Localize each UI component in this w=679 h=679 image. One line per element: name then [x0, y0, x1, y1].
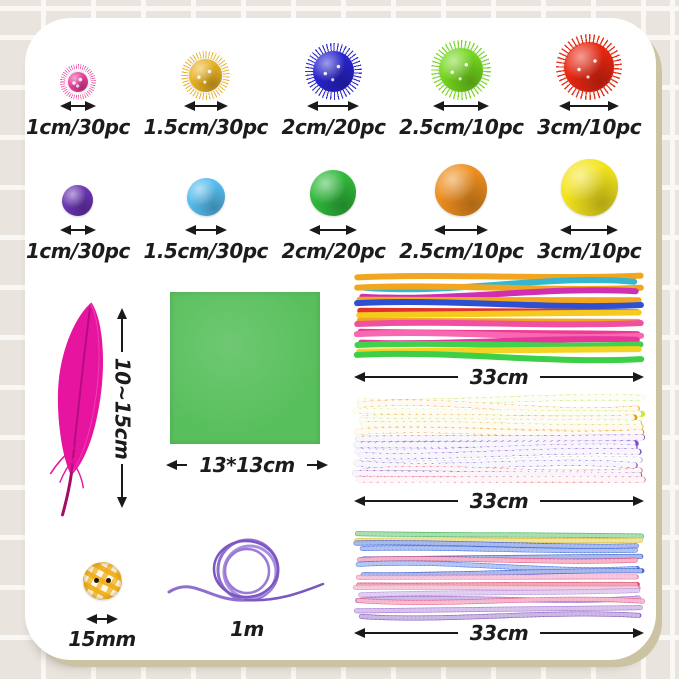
bundle-measure-arrow: 33cm	[354, 621, 644, 644]
glitter-pom-item: 3cm/10pc	[525, 28, 653, 139]
glitter-pom-row: 1cm/30pc 1.5cm/30pc 2cm/20pc 2.5cm/10pc …	[14, 28, 653, 139]
size-label: 3cm/10pc	[537, 115, 642, 139]
measure-arrow	[434, 223, 489, 237]
cord-size-label: 1m	[230, 617, 264, 641]
measure-arrow	[559, 99, 620, 113]
pipe-cleaner-bundle-solid	[353, 272, 645, 364]
bundle-size-label: 33cm	[469, 620, 529, 645]
pipe-cleaner-bundle-striped	[352, 394, 646, 483]
glitter-pom-green	[439, 48, 484, 92]
glitter-pom-item: 2cm/20pc	[270, 28, 398, 139]
bundle-measure-arrow: 33cm	[354, 365, 644, 388]
gingham-button	[82, 562, 122, 600]
bundle-size-label: 33cm	[469, 488, 529, 513]
size-label: 2cm/20pc	[281, 239, 386, 263]
button-group: 15mm	[66, 562, 138, 651]
glitter-pom-pink	[67, 72, 88, 92]
glitter-pom-blue	[312, 51, 354, 92]
feather-size-label: 10~15cm	[110, 357, 135, 459]
measure-arrow	[309, 223, 358, 237]
measure-arrow	[59, 223, 96, 237]
size-label: 2.5cm/10pc	[399, 115, 524, 139]
plain-pom-item: 2cm/20pc	[270, 152, 398, 263]
paper-size-label: 13*13cm	[199, 452, 295, 477]
size-label: 1cm/30pc	[25, 115, 130, 139]
size-label: 1.5cm/30pc	[143, 115, 268, 139]
pipe-cleaner-bundle-tinsel	[352, 531, 646, 621]
pink-feather	[49, 302, 103, 517]
pom-orange	[435, 164, 488, 216]
measure-arrow	[183, 99, 228, 113]
size-label: 1.5cm/30pc	[143, 239, 268, 263]
size-label: 1cm/30pc	[25, 239, 130, 263]
glitter-pom-red	[564, 42, 615, 92]
green-paper-square	[170, 292, 320, 444]
button-size-label: 15mm	[68, 627, 136, 651]
glitter-pom-gold	[189, 59, 223, 92]
glitter-pom-item: 1.5cm/30pc	[142, 28, 270, 139]
plain-pom-item: 1cm/30pc	[14, 152, 142, 263]
button-measure-arrow	[86, 612, 118, 626]
measure-arrow	[184, 223, 227, 237]
measure-arrow	[59, 99, 96, 113]
pom-purple	[62, 185, 94, 216]
measure-arrow	[560, 223, 619, 237]
size-label: 3cm/10pc	[537, 239, 642, 263]
plain-pom-item: 1.5cm/30pc	[142, 152, 270, 263]
pom-yellow	[560, 159, 618, 216]
paper-measure-arrow: 13*13cm	[166, 453, 329, 476]
pom-lightblue	[186, 178, 225, 216]
bundle-measure-arrow: 33cm	[354, 489, 644, 512]
measure-arrow	[433, 99, 490, 113]
size-label: 2.5cm/10pc	[399, 239, 524, 263]
pom-green	[310, 170, 357, 216]
size-label: 2cm/20pc	[281, 115, 386, 139]
purple-cord-coil	[167, 538, 325, 602]
feather-measure-arrow: 10~15cm	[110, 308, 135, 508]
plain-pom-row: 1cm/30pc 1.5cm/30pc 2cm/20pc 2.5cm/10pc …	[14, 152, 653, 263]
measure-arrow	[307, 99, 360, 113]
plain-pom-item: 2.5cm/10pc	[397, 152, 525, 263]
bundle-size-label: 33cm	[469, 364, 529, 389]
plain-pom-item: 3cm/10pc	[525, 152, 653, 263]
glitter-pom-item: 1cm/30pc	[14, 28, 142, 139]
glitter-pom-item: 2.5cm/10pc	[397, 28, 525, 139]
